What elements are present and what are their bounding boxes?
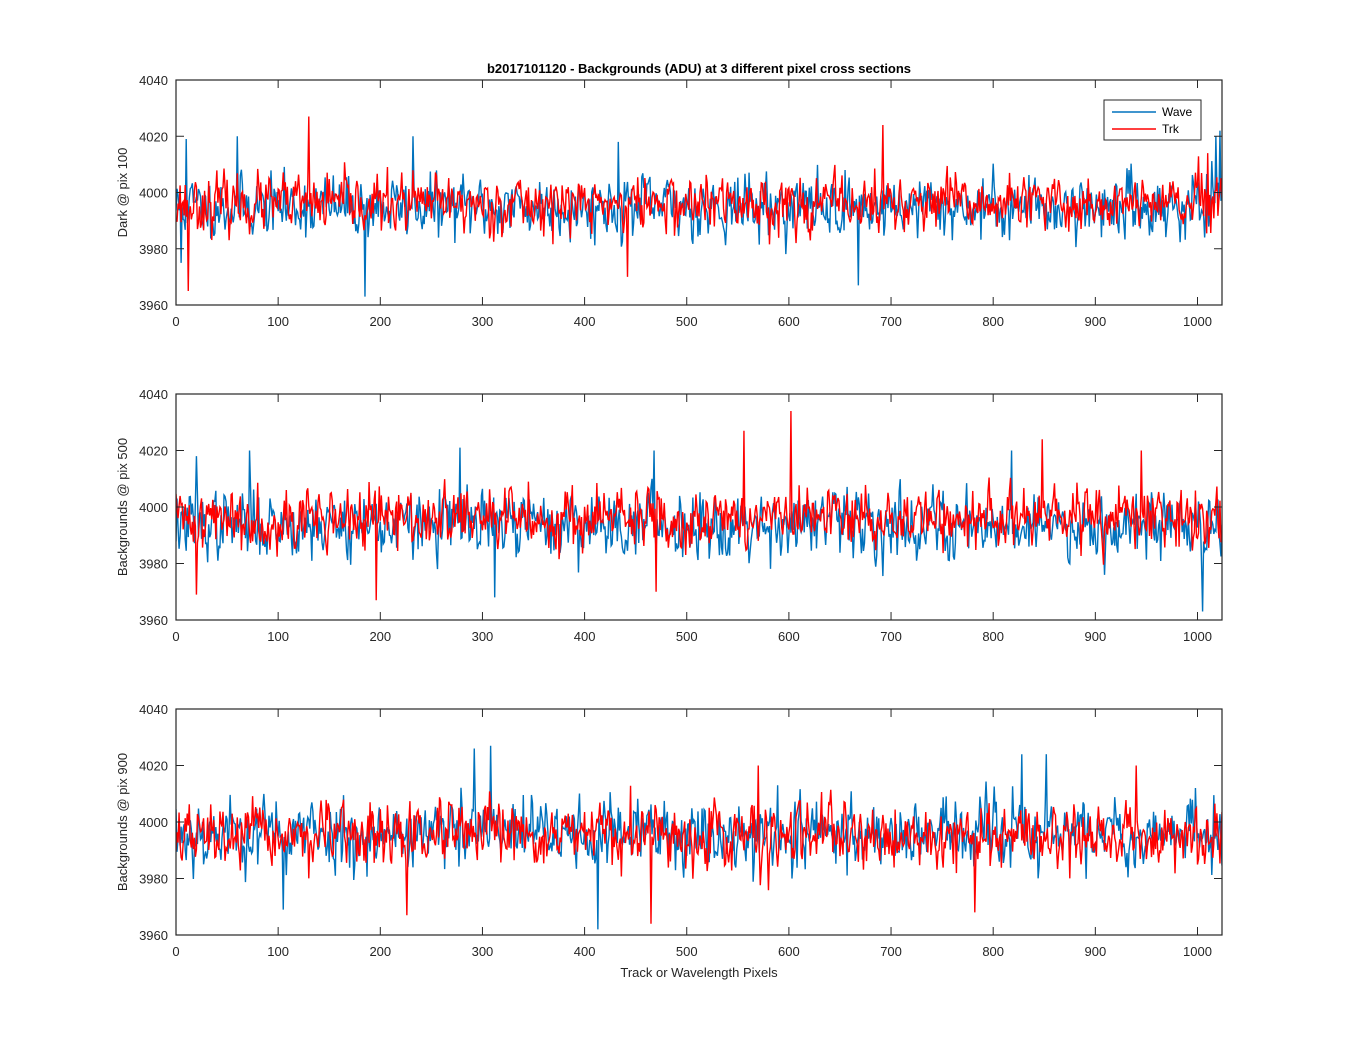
x-tick-label: 300 [472,629,494,644]
y-tick-label: 3980 [139,242,168,257]
x-tick-label: 100 [267,629,289,644]
x-tick-label: 0 [172,944,179,959]
x-tick-label: 500 [676,944,698,959]
x-tick-label: 400 [574,629,596,644]
y-tick-label: 3960 [139,298,168,313]
x-tick-label: 400 [574,944,596,959]
y-tick-label: 3960 [139,613,168,628]
x-tick-label: 600 [778,314,800,329]
y-tick-label: 4040 [139,73,168,88]
x-tick-label: 600 [778,944,800,959]
x-tick-label: 300 [472,944,494,959]
y-axis-label: Backgrounds @ pix 900 [115,753,130,891]
x-tick-label: 1000 [1183,944,1212,959]
y-tick-label: 3980 [139,557,168,572]
x-tick-label: 200 [369,314,391,329]
x-tick-label: 800 [982,314,1004,329]
x-tick-label: 500 [676,629,698,644]
legend-entry-wave: Wave [1162,105,1193,119]
series-line-trk [176,765,1222,924]
x-tick-label: 700 [880,944,902,959]
legend-entry-trk: Trk [1162,122,1180,136]
y-axis-label: Dark @ pix 100 [115,148,130,238]
y-tick-label: 3980 [139,872,168,887]
y-tick-label: 4020 [139,759,168,774]
x-tick-label: 200 [369,629,391,644]
x-tick-label: 200 [369,944,391,959]
x-tick-label: 700 [880,629,902,644]
x-tick-label: 0 [172,314,179,329]
x-tick-label: 400 [574,314,596,329]
figure-title: b2017101120 - Backgrounds (ADU) at 3 dif… [487,61,911,76]
panels: 0 100 200 300 400 500 600 700 800 900 100039603980… [115,73,1223,959]
x-tick-label: 1000 [1183,314,1212,329]
x-tick-label: 100 [267,314,289,329]
x-axis-label: Track or Wavelength Pixels [620,965,778,980]
legend-box [1103,99,1202,141]
x-tick-label: 1000 [1183,629,1212,644]
y-tick-label: 4000 [139,186,168,201]
x-tick-label: 600 [778,629,800,644]
x-tick-label: 800 [982,944,1004,959]
y-axis-label: Backgrounds @ pix 500 [115,438,130,576]
x-tick-label: 500 [676,314,698,329]
y-tick-label: 4020 [139,129,168,144]
x-tick-label: 300 [472,314,494,329]
legend: Wave Trk [1103,99,1202,141]
x-tick-label: 700 [880,314,902,329]
x-tick-label: 900 [1084,944,1106,959]
series-line-trk [176,116,1222,291]
x-tick-label: 900 [1084,314,1106,329]
y-tick-label: 4040 [139,702,168,717]
series-line-trk [176,410,1222,601]
panel-2: 0 100 200 300 400 500 600 700 800 900 1000 3960 3980… [115,387,1223,644]
panel-1: 0 100 200 300 400 500 600 700 800 900 1000 3960 3980… [115,73,1223,329]
y-tick-label: 4040 [139,387,168,402]
y-tick-label: 4000 [139,500,168,515]
x-tick-label: 800 [982,629,1004,644]
x-tick-label: 0 [172,629,179,644]
y-tick-label: 3960 [139,928,168,943]
y-tick-label: 4000 [139,815,168,830]
x-tick-label: 900 [1084,629,1106,644]
y-tick-label: 4020 [139,444,168,459]
panel-3: 0 100 200 300 400 500 600 700 800 900 1000 3960 3980… [115,702,1223,959]
x-tick-label: 100 [267,944,289,959]
